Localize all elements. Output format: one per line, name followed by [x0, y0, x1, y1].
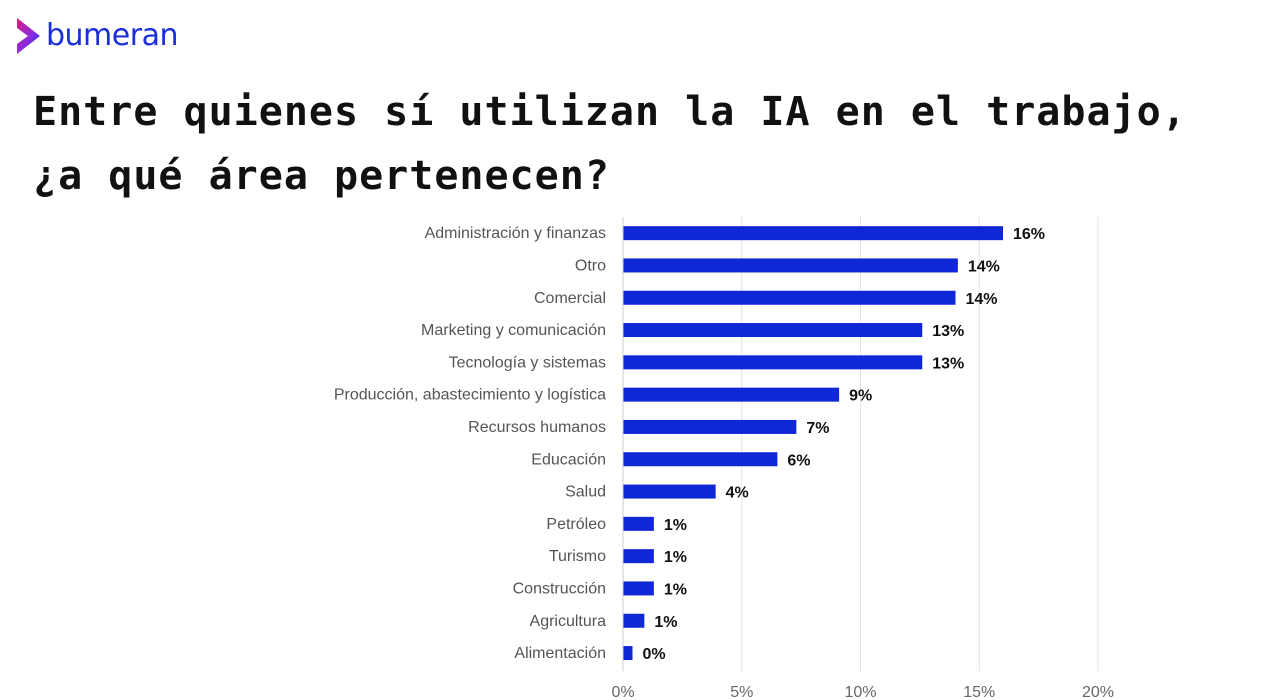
- value-label: 1%: [664, 549, 687, 566]
- value-label: 1%: [654, 614, 677, 631]
- value-label: 16%: [1013, 226, 1045, 243]
- value-label: 7%: [806, 420, 829, 437]
- bar: [623, 323, 923, 338]
- category-label: Turismo: [549, 548, 606, 565]
- category-label: Salud: [565, 484, 606, 501]
- bar: [623, 484, 716, 499]
- category-label: Educación: [531, 451, 606, 468]
- bar: [623, 549, 654, 564]
- bar: [623, 419, 797, 434]
- bar: [623, 452, 778, 467]
- value-label: 4%: [726, 485, 749, 502]
- bar: [623, 290, 956, 305]
- x-tick-label: 0%: [611, 684, 634, 700]
- category-label: Recursos humanos: [468, 419, 606, 436]
- value-label: 14%: [966, 291, 998, 308]
- bar: [623, 613, 645, 628]
- brand-logo: bumeran: [14, 14, 178, 58]
- category-label: Comercial: [534, 290, 606, 307]
- value-label: 13%: [932, 323, 964, 340]
- bar: [623, 355, 923, 370]
- bar: [623, 581, 654, 596]
- category-label: Alimentación: [514, 645, 606, 662]
- value-label: 0%: [643, 646, 666, 663]
- category-label: Producción, abastecimiento y logística: [334, 387, 606, 404]
- category-label: Petróleo: [546, 516, 606, 533]
- page-title: Entre quienes sí utilizan la IA en el tr…: [33, 89, 1187, 199]
- bar: [623, 226, 1003, 241]
- value-label: 9%: [849, 388, 872, 405]
- value-label: 1%: [664, 581, 687, 598]
- value-label: 13%: [932, 355, 964, 372]
- category-label: Agricultura: [530, 613, 607, 630]
- chevron-right-icon: [17, 18, 40, 54]
- category-label: Tecnología y sistemas: [449, 354, 606, 371]
- category-label: Construcción: [513, 580, 606, 597]
- bar: [623, 516, 654, 531]
- bar: [623, 646, 633, 661]
- x-tick-label: 5%: [730, 684, 753, 700]
- category-label: Otro: [575, 257, 606, 274]
- category-label: Administración y finanzas: [425, 225, 606, 242]
- bar: [623, 387, 840, 402]
- x-tick-label: 20%: [1082, 684, 1114, 700]
- bar: [623, 258, 958, 273]
- value-label: 1%: [664, 517, 687, 534]
- x-tick-label: 10%: [844, 684, 876, 700]
- brand-name: bumeran: [46, 18, 178, 53]
- value-label: 14%: [968, 258, 1000, 275]
- category-label: Marketing y comunicación: [421, 322, 606, 339]
- x-tick-label: 15%: [963, 684, 995, 700]
- value-label: 6%: [787, 452, 810, 469]
